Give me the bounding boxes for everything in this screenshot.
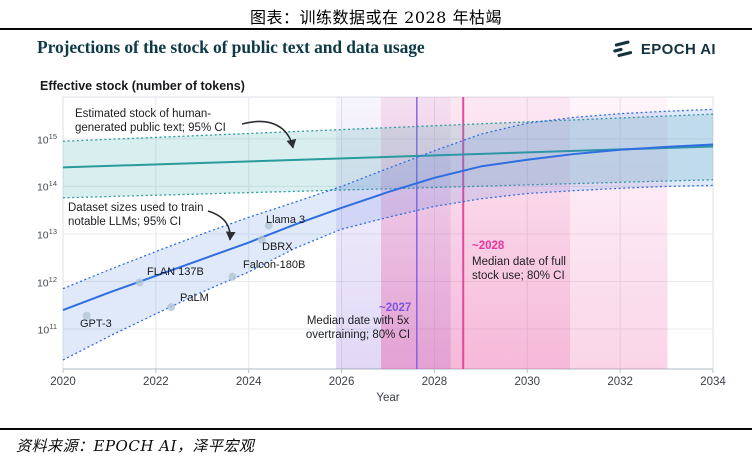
band-upper-edge-dataset-sizes-notable-llms	[62, 108, 714, 290]
annotation-overtraining-median: Median date with 5x overtraining; 80% CI	[305, 315, 411, 341]
model-label-palm: PaLM	[180, 292, 209, 304]
y-tick-label: 1014	[36, 179, 57, 194]
model-dot-FLAN 137B	[135, 278, 144, 287]
chart-title: Projections of the stock of public text …	[37, 37, 425, 57]
model-dots-layer	[82, 221, 273, 320]
model-label-dbrx: DBRX	[262, 241, 293, 253]
x-tick-label: 2030	[514, 376, 541, 388]
y-axis-title: Effective stock (number of tokens)	[40, 79, 245, 93]
band-center-line-dataset-sizes-notable-llms	[62, 143, 714, 311]
band-center-line-human-generated-public-text-stock	[62, 145, 714, 169]
source-note: 资料来源：EPOCH AI，泽平宏观	[16, 437, 255, 455]
region-full-stock-80ci-tail	[570, 97, 668, 369]
arrow-to-human-text-band	[241, 120, 297, 149]
x-axis-title: Year	[376, 392, 400, 404]
model-label-gpt3: GPT-3	[80, 318, 112, 330]
x-tick-label: 2026	[328, 376, 355, 388]
x-tick-label: 2028	[421, 376, 448, 388]
epoch-ai-logo: EPOCH AI	[612, 39, 716, 59]
x-tick-label: 2032	[607, 376, 633, 388]
region-full-stock-80ci-core	[381, 97, 570, 369]
epoch-ai-logo-icon	[613, 40, 632, 58]
x-tick-label: 2020	[50, 376, 76, 388]
y-tick-label: 1012	[36, 274, 57, 290]
model-dot-GPT-3	[82, 311, 91, 320]
y-tick-label: 1011	[37, 322, 57, 337]
median-2027-tag: ~2027	[379, 302, 412, 314]
arrow-to-dataset-band	[207, 210, 236, 241]
annotation-arrows	[207, 120, 297, 241]
epoch-ai-logo-text: EPOCH AI	[640, 40, 716, 58]
model-dot-PaLM	[167, 303, 176, 312]
y-tick-label: 1013	[36, 226, 57, 242]
page-title: 图表：训练数据或在 2028 年枯竭	[250, 8, 502, 27]
model-label-llama3: Llama 3	[266, 214, 306, 226]
band-fill-dataset-sizes-notable-llms	[63, 109, 713, 360]
x-tick-label: 2022	[143, 376, 169, 388]
annotation-dataset-sizes: Dataset sizes used to train notable LLMs…	[68, 202, 204, 228]
median-lines-layer	[416, 97, 465, 369]
y-tick-label: 1015	[36, 131, 57, 147]
model-dot-DBRX	[257, 235, 266, 244]
x-tick-label: 2024	[235, 376, 262, 388]
x-tick-label: 2034	[700, 376, 726, 388]
bands-layer	[62, 108, 714, 361]
model-label-flan: FLAN 137B	[147, 266, 204, 278]
model-dot-Llama 3	[264, 221, 273, 230]
annotation-human-text: Estimated stock of human- generated publ…	[75, 108, 226, 134]
ci-regions-layer	[336, 97, 668, 369]
header-divider	[0, 28, 752, 30]
annotation-full-stock-median: Median date of full stock use; 80% CI	[472, 256, 566, 282]
model-label-falcon: Falcon-180B	[243, 259, 306, 271]
footer-divider	[0, 428, 752, 430]
median-2028-tag: ~2028	[472, 240, 505, 252]
model-dot-Falcon-180B	[228, 272, 237, 281]
